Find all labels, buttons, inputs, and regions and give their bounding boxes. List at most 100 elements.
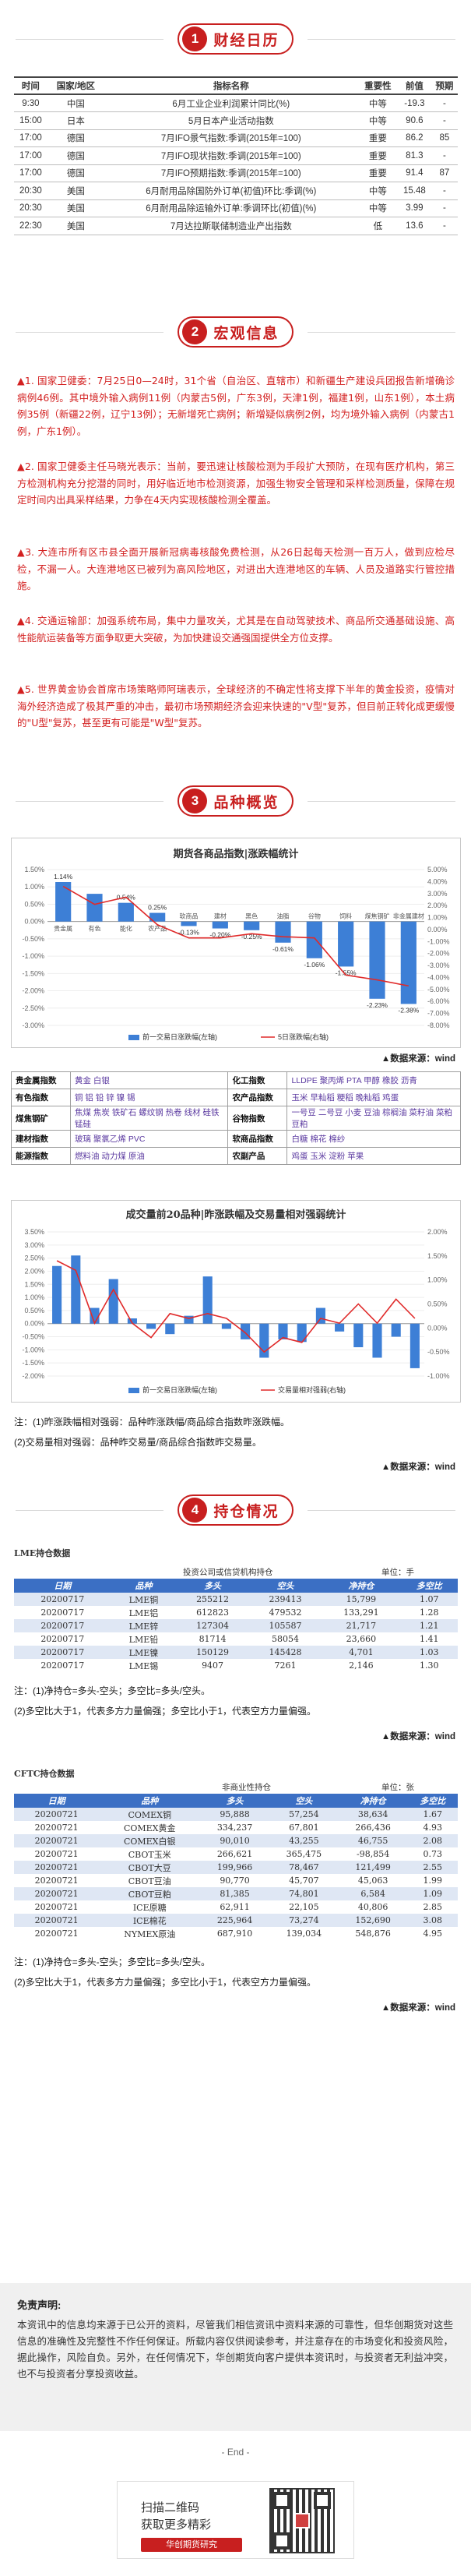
bar-mark (52, 1265, 62, 1324)
cftc-cell: 67,801 (269, 1821, 339, 1834)
bar-mark (409, 1323, 420, 1368)
cftc-cell: 687,910 (200, 1927, 269, 1940)
calendar-cell: 日本 (47, 111, 104, 130)
disclaimer-title: 免责声明: (17, 2299, 62, 2311)
calendar-cell: - (431, 111, 458, 130)
section-number: 4 (182, 1498, 208, 1523)
cftc-cell: 4.93 (407, 1821, 458, 1834)
lme-source: ▲数据来源：wind (381, 1732, 455, 1741)
calendar-header-cell: 预期 (431, 76, 458, 95)
calendar-cell: 20:30 (14, 182, 47, 200)
classification-cell: 化工指数 (227, 1071, 288, 1089)
cftc-cell: 334,237 (200, 1821, 269, 1834)
y-right-tick: 0.00% (427, 1324, 448, 1332)
y-left-tick: -1.00% (22, 1346, 44, 1353)
bar-mark (372, 1323, 382, 1358)
lme-cell: 20200717 (14, 1606, 111, 1619)
section-title: 财经日历 (213, 32, 279, 49)
lme-cell: 20200717 (14, 1659, 111, 1672)
calendar-cell: 6月工业企业利润累计同比(%) (104, 94, 358, 112)
bar-mark (278, 1323, 288, 1339)
cftc-cell: ICE原糖 (99, 1900, 201, 1914)
notes1-line1: 注：(1)昨涨跌幅相对强弱：品种昨涨跌幅/商品综合指数昨涨跌幅。 (14, 1417, 290, 1427)
bar-mark (71, 1255, 81, 1324)
calendar-cell: 中国 (47, 94, 104, 112)
section-title: 持仓情况 (213, 1503, 279, 1520)
lme-cell: 1.30 (400, 1659, 458, 1672)
calendar-cell: 90.6 (397, 111, 431, 130)
macro-paragraph-2: ▲2. 国家卫健委主任马晓光表示：当前，要迅速让核酸检测为手段扩大预防，在现有医… (17, 461, 455, 506)
cftc-header-cell: 空头 (269, 1794, 339, 1808)
y-left-tick: 0.00% (24, 1320, 44, 1328)
calendar-cell: 美国 (47, 199, 104, 217)
classification-cell: 农副产品 (227, 1147, 288, 1165)
classification-cell: 贵金属指数 (11, 1071, 71, 1089)
section-title: 品种概览 (213, 794, 279, 811)
scan-text-1: 扫描二维码 (141, 2501, 200, 2514)
y-left-tick: -2.00% (22, 987, 44, 995)
cftc-note2: (2)多空比大于1，代表多方力量偏强；多空比小于1，代表空方力量偏强。 (14, 1977, 317, 1988)
data-label: -0.25% (241, 933, 262, 940)
bar-mark (55, 882, 72, 922)
section-header-macro: 2 宏观信息 (0, 310, 471, 354)
category-label: 农产品 (148, 925, 167, 933)
calendar-cell: 重要 (357, 146, 398, 165)
calendar-row: 20:30 美国 6月耐用品除运输外订单:季调环比(初值)(%) 中等 3.99- (14, 199, 458, 217)
bar-mark (297, 1323, 307, 1343)
bar-mark (184, 1315, 194, 1324)
y-right-tick: -3.00% (427, 962, 450, 969)
calendar-table: 时间 国家/地区 指标名称 重要性 前值 预期 9:30 中国 6月工业企业利润累计同比(%)… (14, 76, 458, 235)
y-right-tick: 0.00% (427, 926, 448, 933)
cftc-row: 20200721 ICE原糖 62,911 22,105 40,806 2.85 (14, 1900, 458, 1914)
data-label: 0.25% (148, 904, 167, 912)
cftc-cell: 81,385 (200, 1887, 269, 1900)
cftc-cell: 20200721 (14, 1861, 100, 1874)
y-right-tick: 2.00% (427, 1228, 448, 1236)
lme-cell: LME镍 (111, 1646, 177, 1659)
y-right-tick: 1.50% (427, 1252, 448, 1260)
cftc-caption: CFTC持仓数据 (14, 1769, 75, 1779)
lme-cell: 1.07 (400, 1593, 458, 1606)
y-left-tick: 1.00% (24, 1293, 44, 1301)
top20-volume-chart-svg: 成交量前20品种|昨涨跌幅及交易量相对强弱统计 3.50% 3.00% 2.50% 2.… (22, 1209, 450, 1394)
lme-cell: 1.21 (400, 1619, 458, 1632)
calendar-cell: 20:30 (14, 199, 47, 217)
cftc-cell: 4.95 (407, 1927, 458, 1940)
commodity-index-chart-svg: 期货各商品指数|涨跌幅统计 1.50% 1.00% 0.50% 0.00% -0.50% -… (22, 848, 450, 1041)
y-left-tick: -1.50% (22, 969, 44, 977)
calendar-cell: 9:30 (14, 94, 47, 112)
category-label: 非金属建材 (393, 912, 424, 920)
calendar-cell: 7月IFO现状指数:季调(2015年=100) (104, 146, 358, 165)
calendar-cell: 3.99 (397, 199, 431, 217)
cftc-cell: 20200721 (14, 1847, 100, 1861)
lme-cell: 58054 (248, 1632, 322, 1646)
classification-cell: 黄金 白银 (69, 1071, 229, 1089)
lme-top-label: 投资公司或信贷机构持仓 (183, 1568, 273, 1577)
lme-cell: 1.03 (400, 1646, 458, 1659)
cftc-cell: 20200721 (14, 1808, 100, 1821)
lme-note2: (2)多空比大于1，代表多方力量偏强；多空比小于1，代表空方力量偏强。 (14, 1706, 317, 1717)
y-left-tick: 1.50% (24, 866, 44, 873)
calendar-cell: 中等 (357, 182, 398, 200)
notes1-source: ▲数据来源：wind (381, 1463, 455, 1472)
cftc-table: 日期 品种 多头 空头 净持仓 多空比 20200721 COMEX铜 95,888 57,25… (14, 1794, 458, 1940)
calendar-row: 17:00 德国 7月IFO预期指数:季调(2015年=100) 重要 91.4 87 (14, 164, 458, 182)
bar-mark (202, 1276, 213, 1324)
legend-bar-swatch (128, 1035, 139, 1040)
bar-mark (369, 921, 385, 999)
lme-row: 20200717 LME锡 9407 7261 2,146 1.30 (14, 1659, 458, 1672)
cftc-cell: 20200721 (14, 1927, 100, 1940)
section-number: 1 (182, 26, 208, 51)
lme-header-cell: 品种 (111, 1579, 177, 1593)
bar-mark (244, 921, 260, 930)
cftc-cell: 225,964 (200, 1914, 269, 1927)
calendar-cell: 低 (357, 217, 398, 235)
bar-mark (335, 1323, 345, 1332)
y-left-tick: 3.00% (24, 1241, 44, 1249)
cftc-cell: 1.99 (407, 1874, 458, 1887)
cftc-row: 20200721 CBOT豆粕 81,385 74,801 6,584 1.09 (14, 1887, 458, 1900)
cftc-cell: 121,499 (338, 1861, 408, 1874)
y-right-tick: -1.00% (427, 1372, 450, 1380)
macro-paragraph-3: ▲3. 大连市所有区市县全面开展新冠病毒核酸免费检测，从26日起每天检测一百万人… (17, 546, 455, 591)
bar-mark (221, 1323, 231, 1329)
